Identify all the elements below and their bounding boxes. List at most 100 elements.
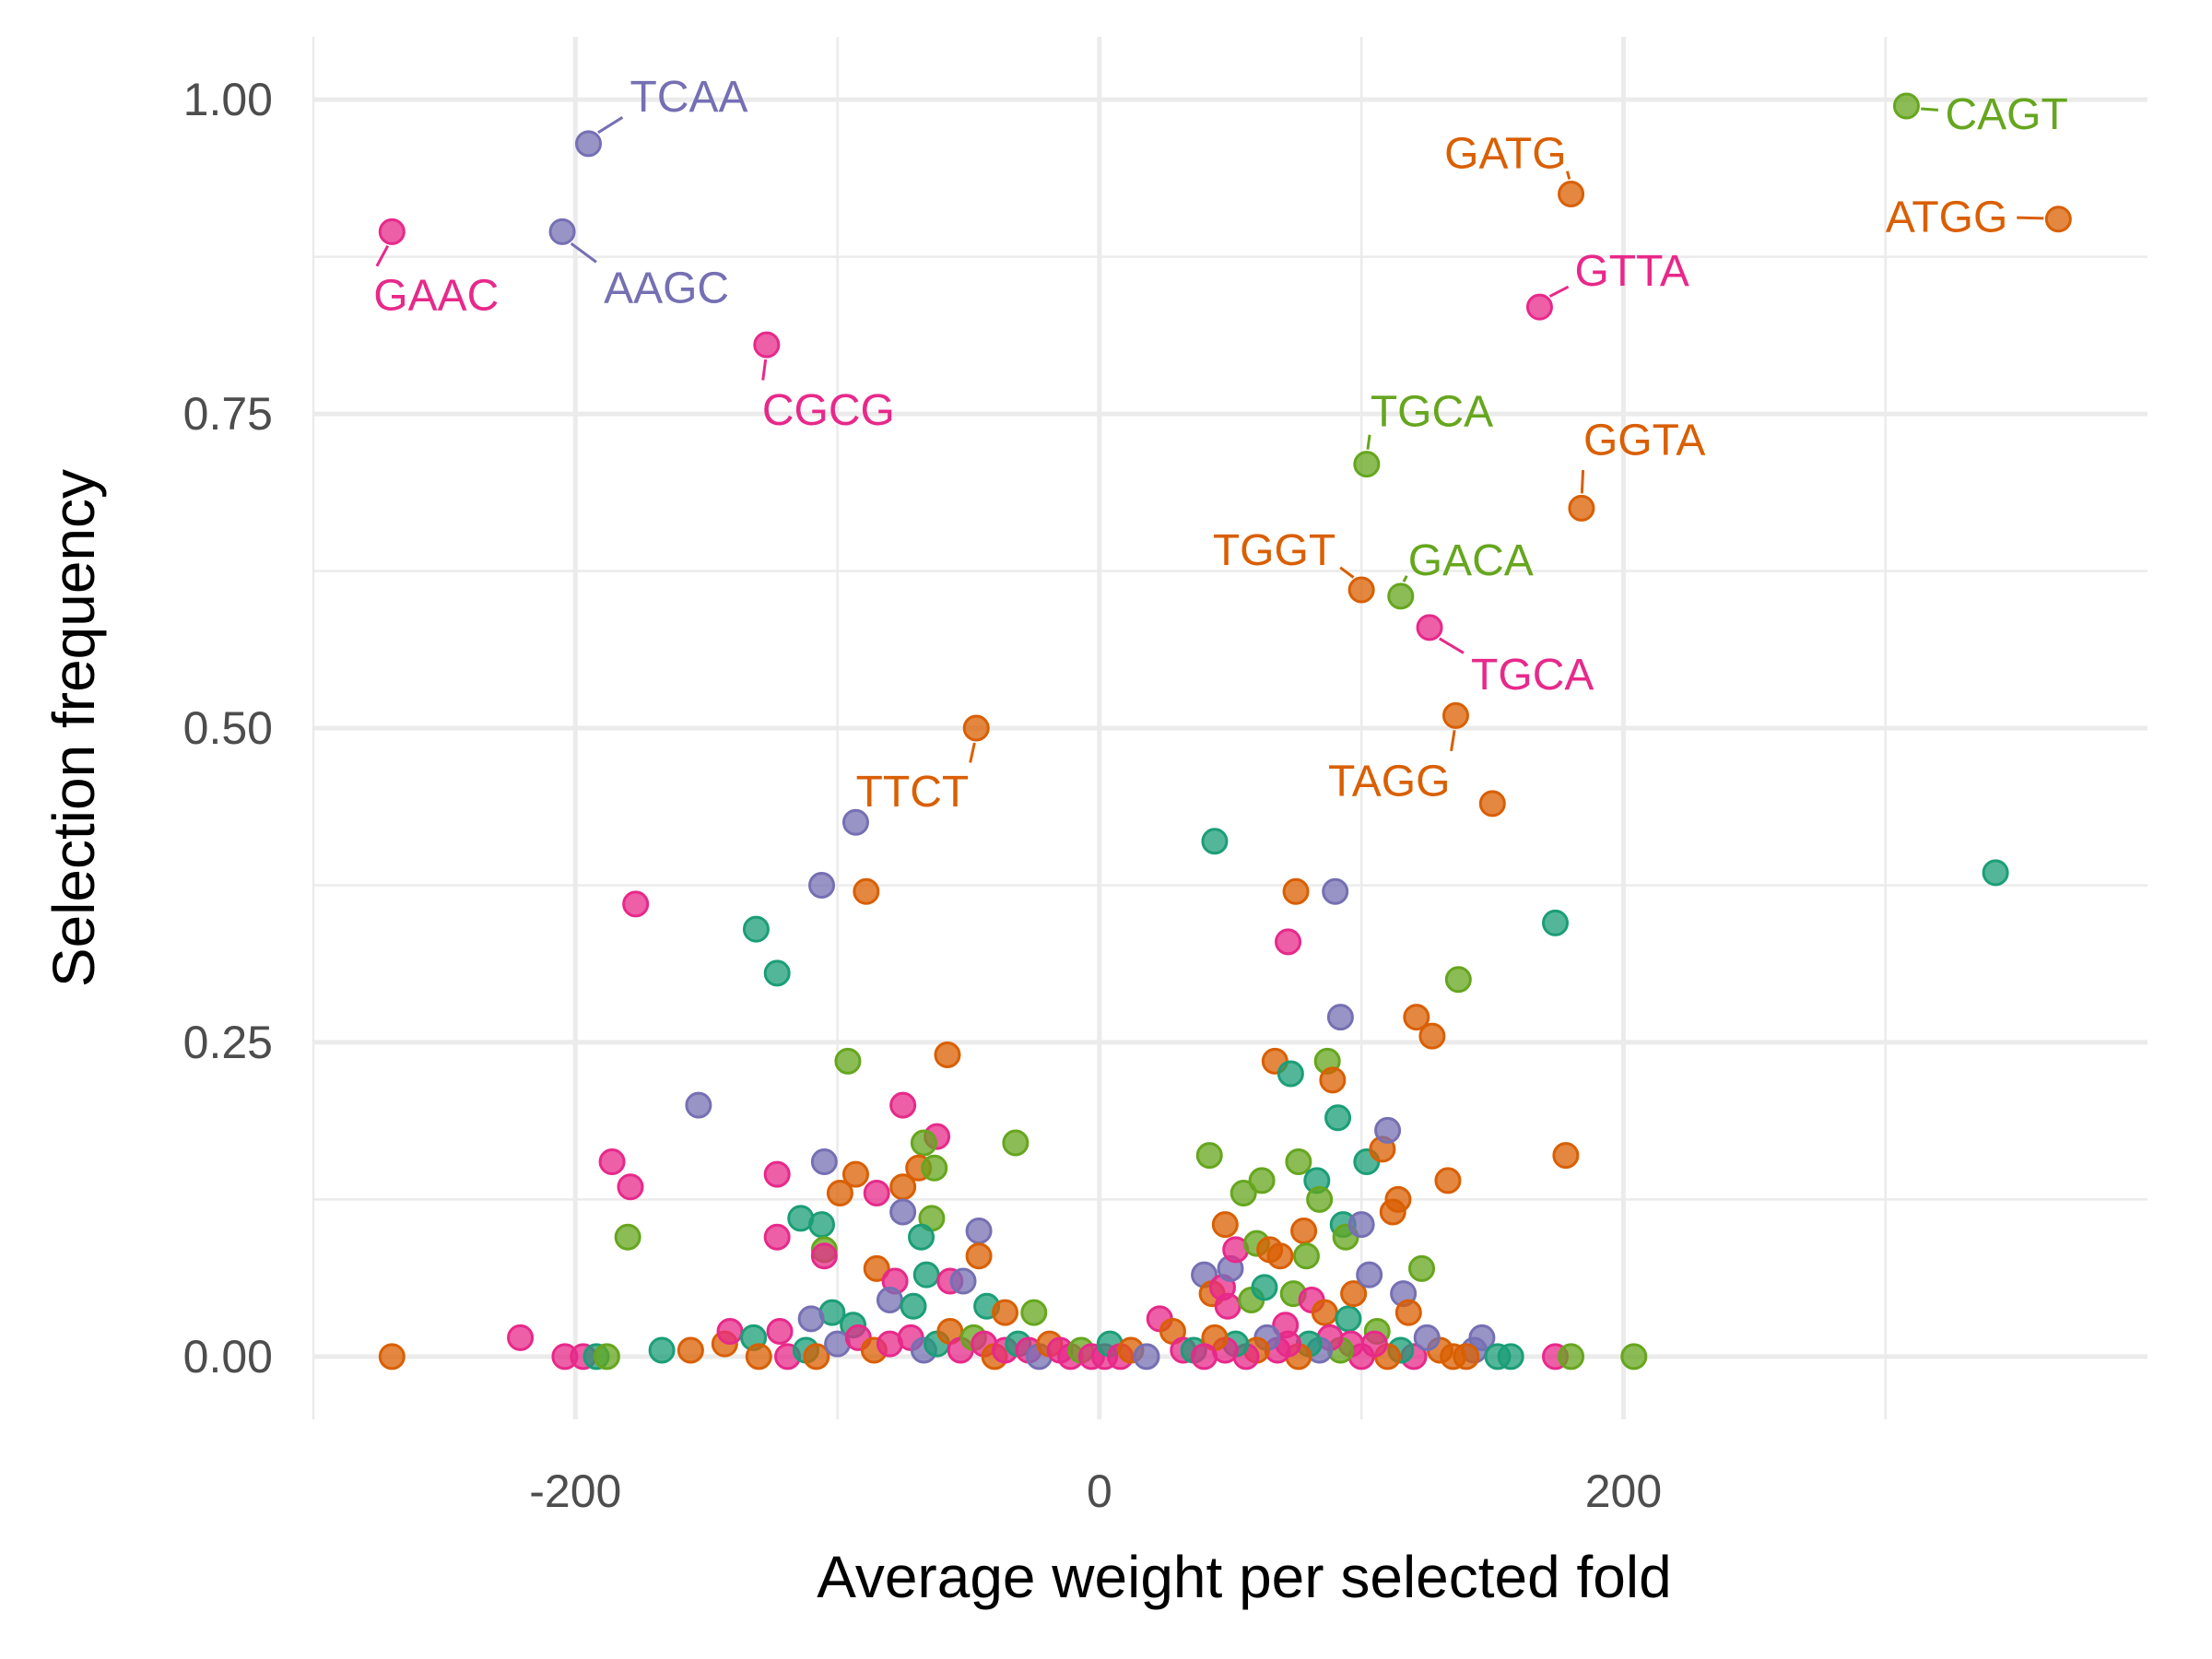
label-leader-line (1339, 566, 1355, 579)
x-tick-label: -200 (529, 1465, 621, 1517)
data-point (1408, 1254, 1436, 1282)
labeled-data-point (753, 331, 781, 359)
labeled-data-point (378, 218, 406, 245)
data-point (1266, 1242, 1294, 1270)
label-leader-line (1402, 575, 1408, 582)
data-point (1277, 1060, 1304, 1088)
data-point (965, 1217, 993, 1244)
label-leader-line (1366, 434, 1371, 450)
y-tick-label: 1.00 (183, 74, 273, 125)
labeled-data-point (1347, 576, 1375, 604)
data-point (1468, 1324, 1496, 1351)
data-point (1306, 1185, 1334, 1213)
point-label: TCAA (630, 73, 748, 122)
data-point (745, 1343, 772, 1371)
x-tick-label: 0 (1087, 1465, 1112, 1517)
y-tick-labels: 0.00 0.25 0.50 0.75 1.00 (183, 74, 273, 1382)
data-point (810, 1242, 838, 1270)
label-leader-line (597, 116, 624, 135)
data-point (1195, 1142, 1223, 1170)
data-point (1211, 1211, 1239, 1239)
labeled-data-point (2044, 206, 2072, 233)
data-point (1324, 1104, 1352, 1132)
point-label: CAGT (1945, 90, 2067, 139)
data-point (1275, 928, 1302, 956)
label-leader-line (1566, 171, 1571, 180)
data-point (934, 1041, 961, 1069)
data-point (992, 1299, 1019, 1326)
data-point (1191, 1343, 1218, 1371)
data-point (1282, 877, 1310, 905)
point-label: TGCA (1371, 388, 1493, 437)
data-point (826, 1180, 853, 1207)
data-point (797, 1305, 825, 1333)
data-point (1002, 1129, 1030, 1157)
labeled-data-point (962, 714, 990, 742)
data-point (808, 871, 836, 899)
labeled-data-point (1441, 701, 1469, 729)
data-point (1413, 1324, 1441, 1351)
labeled-data-point (1892, 92, 1920, 120)
data-point (1133, 1343, 1160, 1371)
label-leader-line (761, 359, 768, 381)
data-point (1434, 1167, 1462, 1194)
data-point (863, 1180, 890, 1207)
major-gridlines (313, 37, 2147, 1419)
labeled-data-point (1558, 180, 1585, 207)
data-point (808, 1211, 836, 1239)
data-point (841, 1160, 869, 1188)
data-point (1201, 828, 1229, 855)
data-point (1453, 1343, 1480, 1371)
data-point (1020, 1299, 1048, 1326)
data-point (648, 1336, 676, 1364)
label-leader-line (1450, 730, 1456, 752)
data-point (889, 1198, 917, 1226)
labeled-data-point (1387, 582, 1415, 610)
data-point (810, 1147, 838, 1175)
data-point (1552, 1142, 1580, 1170)
point-labels: TCAA AAGC GAAC CGCG TTCT GATG GTTA TGCA GGTA TGGT… (373, 73, 2068, 817)
data-point (1214, 1292, 1241, 1320)
data-point (1620, 1343, 1648, 1371)
data-point (1384, 1185, 1412, 1213)
data-point (1982, 859, 2009, 887)
data-point (763, 959, 791, 987)
data-point (1356, 1261, 1383, 1288)
x-tick-label: 200 (1585, 1465, 1662, 1517)
data-point (1403, 1004, 1430, 1031)
data-point (763, 1223, 791, 1251)
data-point (908, 1223, 935, 1251)
data-point (1340, 1280, 1368, 1308)
point-label: TTCT (856, 768, 970, 817)
data-point (889, 1091, 917, 1119)
point-label: TAGG (1328, 757, 1450, 806)
data-point (921, 1154, 948, 1182)
data-points (378, 92, 2072, 1371)
y-tick-label: 0.00 (183, 1331, 273, 1382)
data-point (1248, 1167, 1276, 1194)
data-point (1290, 1217, 1318, 1244)
label-leader-line (1921, 107, 1939, 112)
data-point (1251, 1274, 1278, 1301)
point-label: AAGC (604, 264, 729, 312)
point-label: TGCA (1471, 651, 1594, 700)
labeled-data-point (575, 130, 602, 158)
labeled-data-point (1525, 293, 1553, 321)
data-point (593, 1343, 620, 1371)
data-point (617, 1173, 644, 1201)
label-leader-line (375, 245, 390, 267)
x-axis-title: Average weight per selected fold (817, 1544, 1671, 1610)
data-point (1292, 1242, 1320, 1270)
data-point (841, 808, 869, 836)
data-point (378, 1343, 406, 1371)
data-point (1335, 1305, 1362, 1333)
data-point (742, 915, 770, 943)
data-point (685, 1091, 712, 1119)
label-leader-lines (375, 107, 2044, 763)
point-label: ATGG (1886, 194, 2007, 242)
data-point (1542, 909, 1570, 936)
data-point (1347, 1211, 1375, 1239)
data-point (1478, 790, 1506, 818)
data-point (763, 1160, 791, 1188)
data-point (1285, 1147, 1312, 1175)
